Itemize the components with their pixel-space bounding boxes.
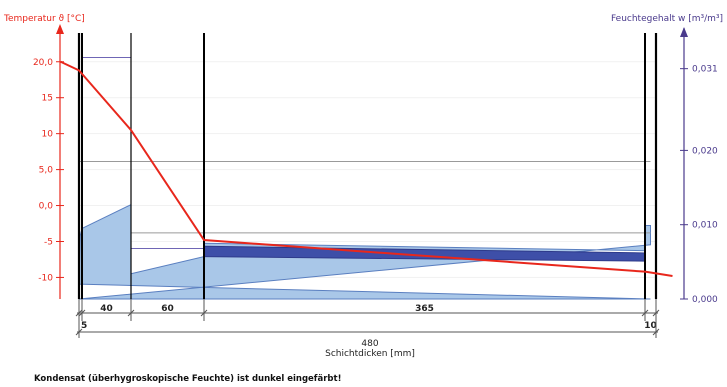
left-tick-label-6: -10 [38,273,53,283]
right-axis-arrow [680,27,688,37]
right-axis-title: Feuchtegehalt w [m³/m³] [611,14,723,24]
temperature-line-group [60,60,673,277]
layer-label-3: 365 [415,304,434,314]
layer-boundaries [77,33,658,299]
grid [79,61,656,278]
right-tick-label-2: 0,010 [692,221,718,231]
dimension-slash-2 [127,309,135,317]
total-dimension-slash-0 [75,328,83,336]
reference-lines [79,57,651,249]
dimension-slash-0 [75,309,83,317]
left-tick-label-0: 20,0 [33,58,53,68]
condensate-note: Kondensat (überhygroskopische Feuchte) i… [34,374,341,384]
right-tick-label-0: 0,031 [692,65,718,75]
layer-label-2: 60 [161,304,174,314]
left-tick-label-3: 5,0 [39,166,54,176]
right-tick-label-1: 0,020 [692,146,718,156]
x-axis-title: Schichtdicken [mm] [325,349,415,359]
left-tick-label-1: 15 [42,94,53,104]
total-dimension-slash-1 [652,328,660,336]
right-tick-label-3: 0,000 [692,295,718,305]
layer-label-0: 5 [81,321,87,331]
left-axis-arrow [56,24,64,34]
layer-label-4: 10 [644,321,657,331]
dimension-slash-1 [78,309,86,317]
dimension-slash-3 [200,309,208,317]
left-tick-label-4: 0,0 [39,202,54,212]
dimension-slash-4 [641,309,649,317]
left-tick-label-2: 10 [42,130,54,140]
dimension-lines: 5 40 60 365 10 [75,299,660,338]
left-axis-title: Temperatur ϑ [°C] [3,14,85,24]
dimension-slash-5 [652,309,660,317]
total-thickness-label: 480 [361,339,378,349]
left-tick-label-5: -5 [44,237,53,247]
axes: 20,0 15 10 5,0 0,0 -5 -10 0,031 0,020 0,010 0,000 [33,24,718,305]
temperature-line [60,60,673,277]
layer-label-1: 40 [100,304,113,314]
